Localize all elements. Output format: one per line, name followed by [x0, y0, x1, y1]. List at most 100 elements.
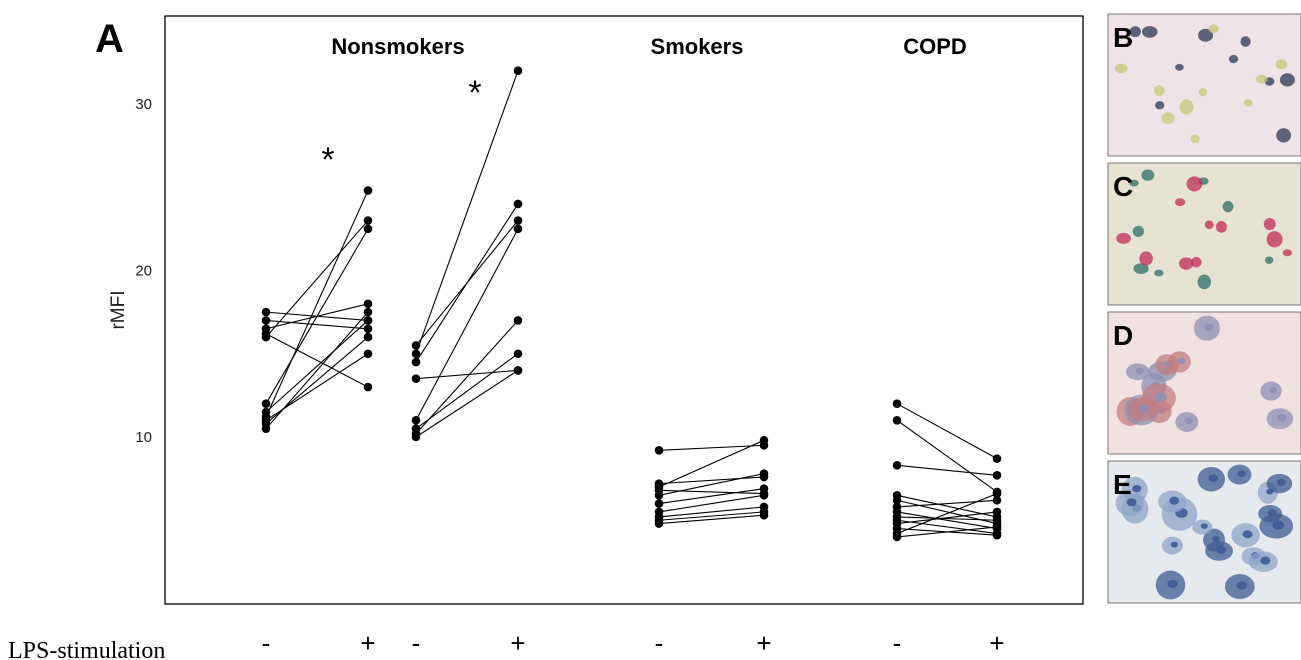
subject-line: [896, 516, 998, 521]
cell-nucleus: [1236, 581, 1248, 590]
cell-shape: [1174, 198, 1186, 207]
lps-plus-sign: +: [989, 628, 1004, 658]
subject-line: [896, 511, 998, 525]
cell-nucleus: [1277, 413, 1287, 422]
cell-shape: [1129, 179, 1139, 187]
cell-shape: [1276, 128, 1292, 143]
cell-shape: [1139, 251, 1153, 266]
stimulated-point: [759, 510, 769, 520]
y-tick-label: 30: [135, 96, 152, 113]
cell-shape: [1155, 101, 1165, 110]
group-title: COPD: [903, 34, 967, 59]
stimulated-point: [513, 66, 523, 75]
cell-shape: [1282, 249, 1293, 257]
cell-nucleus: [1216, 546, 1226, 554]
subject-line: [265, 220, 369, 338]
cell-shape: [1175, 63, 1184, 71]
subject-line: [896, 511, 998, 530]
cell-nucleus: [1269, 387, 1277, 394]
significance-star: *: [321, 141, 334, 179]
cell-shape: [1197, 274, 1212, 290]
micrograph-panel: C: [1107, 162, 1301, 306]
micrograph-border: [1107, 13, 1301, 157]
cell-shape: [1161, 112, 1175, 125]
subject-line: [265, 190, 369, 418]
cell-nucleus: [1184, 417, 1193, 425]
lps-plus-sign: +: [510, 628, 525, 658]
series-group: [411, 66, 523, 442]
subject-line: [415, 320, 519, 435]
stimulated-point: [513, 316, 523, 325]
y-axis-label: rMFI: [108, 290, 129, 329]
unstimulated-point: [654, 490, 664, 500]
cell-shape: [1222, 200, 1234, 213]
unstimulated-point: [892, 532, 902, 542]
lps-minus-sign: -: [655, 628, 664, 658]
stimulated-point: [513, 199, 523, 209]
unstimulated-point: [411, 432, 421, 442]
stimulated-point: [513, 216, 523, 225]
lps-stimulation-row: LPS-stimulation - + - + - + - +: [8, 628, 1005, 660]
stimulated-point: [759, 484, 769, 493]
cell-nucleus: [1212, 535, 1220, 542]
cell-shape: [1153, 85, 1165, 96]
unstimulated-point: [261, 424, 271, 433]
paired-series: [261, 66, 1002, 542]
cell-shape: [1228, 55, 1239, 64]
cell-nucleus: [1272, 520, 1285, 530]
cell-shape: [1255, 74, 1268, 84]
micrograph-label: C: [1113, 171, 1133, 202]
subject-line: [658, 473, 765, 496]
micrograph-border: [1107, 311, 1301, 455]
cell-nucleus: [1200, 523, 1208, 529]
series-group: [261, 186, 373, 433]
cell-nucleus: [1260, 556, 1271, 565]
cell-shape: [1264, 256, 1274, 264]
stimulated-point: [363, 299, 373, 309]
stimulated-point: [363, 224, 373, 234]
stimulated-point: [363, 324, 373, 334]
stimulated-point: [363, 216, 373, 225]
cell-shape: [1240, 36, 1251, 47]
unstimulated-point: [411, 374, 421, 384]
stimulated-point: [759, 436, 769, 445]
subject-line: [415, 369, 519, 438]
group-titles: Nonsmokers Smokers COPD: [331, 34, 966, 59]
stimulated-point: [992, 454, 1002, 463]
cell-shape: [1266, 231, 1283, 248]
cell-nucleus: [1169, 496, 1180, 505]
group-title: Nonsmokers: [331, 34, 464, 59]
cell-shape: [1204, 220, 1214, 230]
subject-line: [415, 369, 519, 380]
cell-shape: [1190, 256, 1202, 268]
subject-line: [415, 353, 519, 430]
subject-line: [658, 489, 765, 495]
subject-line: [896, 419, 998, 493]
micrograph-label: E: [1113, 469, 1132, 500]
cell-shape: [1179, 99, 1194, 115]
micrograph-label: D: [1113, 320, 1133, 351]
unstimulated-point: [654, 499, 664, 508]
subject-line: [896, 493, 998, 535]
cell-shape: [1186, 176, 1203, 192]
group-title: Smokers: [651, 34, 744, 59]
stimulated-point: [992, 489, 1002, 498]
stimulated-point: [992, 507, 1002, 517]
stimulated-point: [513, 224, 523, 234]
micrograph-label: B: [1113, 22, 1133, 53]
unstimulated-point: [411, 357, 421, 367]
subject-line: [658, 494, 765, 513]
cell-shape: [1198, 88, 1208, 97]
cell-nucleus: [1276, 478, 1286, 487]
panel-letter: A: [95, 17, 124, 61]
subject-line: [658, 511, 765, 521]
micrograph-border: [1107, 162, 1301, 306]
cell-nucleus: [1204, 323, 1214, 331]
subject-line: [265, 228, 369, 404]
stimulated-point: [992, 522, 1002, 532]
subject-line: [896, 403, 998, 460]
cell-nucleus: [1132, 485, 1142, 493]
subject-line: [896, 464, 998, 476]
series-group: [654, 436, 769, 528]
